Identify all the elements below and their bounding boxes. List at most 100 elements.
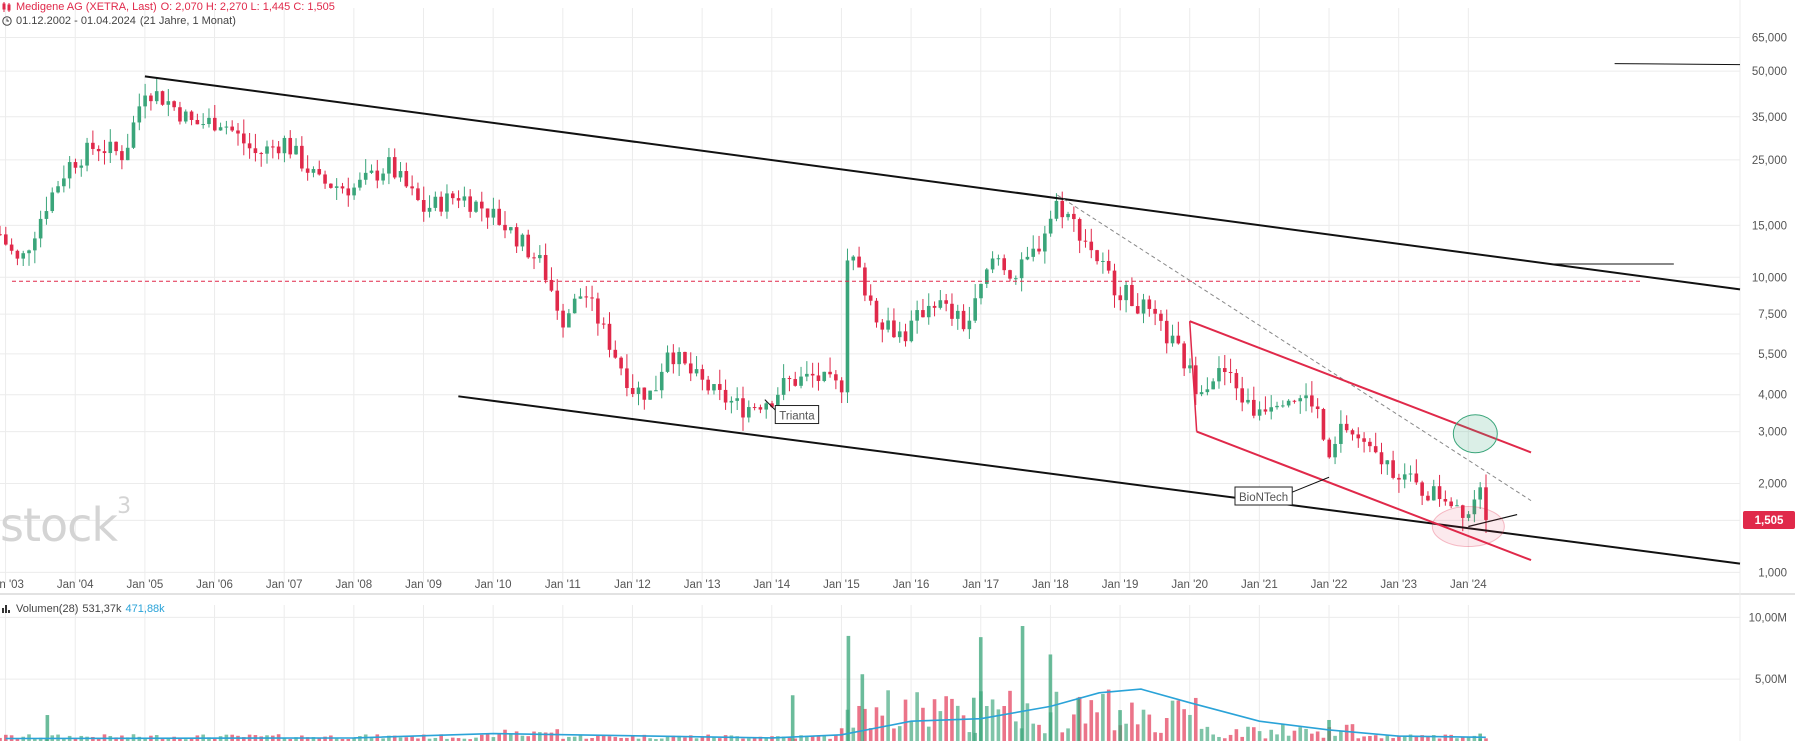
- volume-bar: [700, 737, 705, 741]
- candle-body: [131, 122, 136, 148]
- volume-bar: [1089, 700, 1094, 741]
- candle-body: [265, 146, 269, 154]
- watermark-text: stock: [0, 498, 118, 552]
- volume-bar: [1025, 703, 1030, 741]
- volume-bar: [683, 737, 687, 741]
- time-axis[interactable]: Jan '03 Jan '04 Jan '05 Jan '06 Jan '07 Jan '…: [0, 579, 1487, 591]
- candle-body: [764, 403, 769, 410]
- price-axis[interactable]: 1,0001,5002,0003,0004,0005,5007,50010,00…: [1743, 32, 1795, 579]
- candle-body: [886, 320, 890, 330]
- volume-bar: [1037, 724, 1041, 741]
- volume-bar: [33, 738, 37, 741]
- candle-body: [1037, 248, 1041, 252]
- candle-body: [1164, 320, 1169, 344]
- candle-body: [340, 186, 345, 189]
- time-tick-label: Jan '13: [684, 579, 721, 591]
- time-tick-label: Jan '03: [0, 579, 24, 591]
- volume-bar: [456, 738, 461, 741]
- volume-bar: [851, 727, 856, 741]
- candle-body: [1455, 505, 1459, 507]
- candle-body: [967, 320, 972, 330]
- candle-body: [271, 146, 275, 148]
- volume-bar: [369, 738, 374, 741]
- volume-bar: [590, 738, 594, 741]
- volume-bar: [1106, 689, 1111, 741]
- volume-bar: [625, 737, 629, 741]
- volume-bar: [596, 735, 600, 741]
- volume-bar: [398, 737, 403, 741]
- candle-body: [677, 351, 681, 365]
- candle-body: [1414, 473, 1419, 483]
- candle-body: [503, 224, 507, 231]
- candle-body: [926, 305, 931, 318]
- candle-body: [311, 169, 316, 173]
- candle-body: [1025, 256, 1030, 260]
- candle-body: [607, 323, 612, 350]
- price-tick-label: 65,000: [1752, 32, 1787, 44]
- volume-bar: [1484, 738, 1488, 741]
- volume-bar: [1408, 734, 1413, 741]
- candle-body: [648, 390, 652, 400]
- candle-body: [323, 174, 327, 184]
- volume-bar: [921, 707, 925, 741]
- candle-body: [1275, 405, 1279, 408]
- time-tick-label: Jan '07: [266, 579, 303, 591]
- candle-body: [514, 227, 519, 247]
- candle-body: [996, 258, 1001, 260]
- price-tick-label: 25,000: [1752, 155, 1787, 167]
- volume-bar: [1321, 737, 1326, 741]
- candle-body: [822, 371, 827, 381]
- volume-bar: [642, 734, 647, 741]
- candle-body: [195, 119, 200, 125]
- time-tick-label: Jan '21: [1241, 579, 1278, 591]
- candle-body: [1147, 299, 1152, 309]
- volume-bar: [578, 735, 583, 741]
- volume-bar: [892, 728, 896, 741]
- candle-body: [352, 187, 356, 196]
- volume-bar: [990, 699, 995, 741]
- annotation-biontech: BioNTech: [1239, 492, 1288, 504]
- volume-bar: [96, 738, 101, 741]
- lower-trendline: [458, 395, 1741, 565]
- time-tick-label: Jan '12: [614, 579, 651, 591]
- candle-body: [619, 357, 623, 369]
- volume-bar: [1182, 709, 1186, 741]
- volume-bar: [549, 732, 554, 741]
- volume-bar: [207, 737, 211, 741]
- volume-bar: [1234, 729, 1239, 741]
- volume-bar: [352, 737, 356, 741]
- candle-body: [1443, 499, 1448, 502]
- price-tick-label: 7,500: [1758, 309, 1787, 321]
- candle-body: [1321, 409, 1326, 440]
- volume-bar: [311, 737, 316, 741]
- candle-body: [1153, 308, 1157, 314]
- candle-body: [282, 137, 287, 154]
- candle-body: [1095, 250, 1099, 262]
- volume-bar: [1193, 697, 1198, 741]
- candle-body: [56, 186, 60, 193]
- candle-body: [526, 234, 531, 258]
- candle-body: [944, 300, 948, 304]
- instrument-title[interactable]: Medigene AG (XETRA, Last): [16, 1, 157, 13]
- bar-chart-icon: [2, 604, 12, 614]
- candle-body: [387, 157, 391, 174]
- volume-bar: [474, 737, 478, 741]
- volume-bar: [1164, 718, 1169, 741]
- candle-body: [1118, 295, 1123, 301]
- volume-bar: [874, 707, 879, 741]
- candle-body: [218, 127, 223, 131]
- volume-bar: [1083, 723, 1088, 741]
- volume-bar: [1222, 738, 1227, 741]
- candle-body: [555, 290, 560, 311]
- candle-body: [810, 373, 815, 376]
- volume-bar: [143, 737, 147, 741]
- volume-bar: [607, 736, 612, 741]
- candle-body: [700, 369, 705, 380]
- candle-body: [816, 375, 821, 381]
- candle-body: [474, 201, 478, 212]
- candle-body: [892, 320, 896, 338]
- annotation-leader: [764, 399, 776, 411]
- candle-body: [1048, 218, 1053, 234]
- candle-body: [450, 193, 455, 199]
